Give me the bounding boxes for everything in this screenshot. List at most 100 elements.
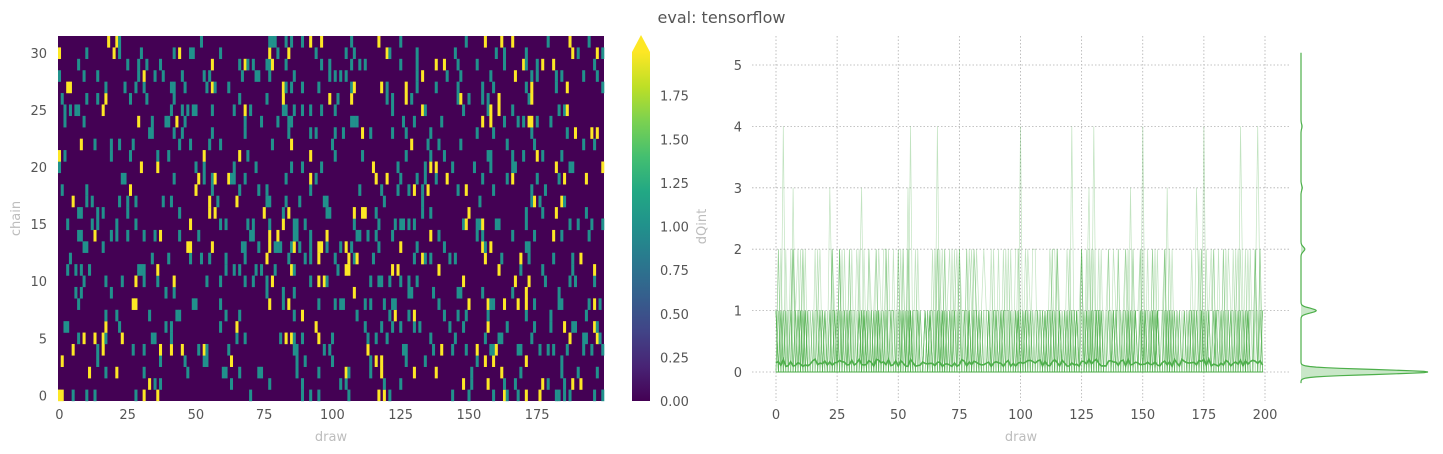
heatmap-cell: [505, 321, 509, 333]
heatmap-cell: [543, 275, 547, 288]
colorbar-tick-label: 0.25: [660, 351, 689, 366]
heatmap-cell: [421, 70, 425, 82]
heatmap-cell: [530, 332, 534, 345]
heatmap-cell: [120, 275, 124, 288]
heatmap-cell: [336, 93, 340, 105]
heatmap-cell: [167, 252, 171, 265]
heatmap-cell: [502, 378, 507, 390]
heatmap-cell: [442, 309, 446, 322]
heatmap-cell: [202, 172, 206, 185]
heatmap-cell: [388, 309, 392, 322]
heatmap-cell: [584, 207, 588, 219]
heatmap-cell: [172, 47, 176, 60]
heatmap-cell: [350, 58, 354, 71]
heatmap-cell: [320, 58, 324, 71]
heatmap-cell: [172, 127, 176, 139]
heatmap-cell: [524, 286, 528, 299]
heatmap-cell: [445, 172, 449, 185]
heatmap-cell: [344, 378, 348, 390]
heatmap-cell: [571, 161, 575, 174]
heatmap-cell: [219, 218, 223, 231]
heatmap-cell: [235, 195, 239, 208]
heatmap-cell: [516, 115, 520, 128]
heatmap-x-tick-label: 150: [456, 408, 481, 423]
heatmap-cell: [415, 241, 419, 253]
heatmap-cell: [123, 172, 127, 185]
heatmap-cell: [492, 127, 496, 139]
heatmap-cell: [260, 264, 264, 276]
heatmap-cell: [300, 309, 304, 322]
heatmap-cell: [109, 138, 113, 151]
heatmap-cell: [429, 229, 433, 242]
heatmap-cell: [385, 332, 389, 345]
heatmap-cell: [404, 93, 408, 105]
heatmap-cell: [295, 229, 299, 242]
heatmap-cell: [328, 93, 332, 105]
heatmap-cell: [63, 321, 67, 333]
heatmap-cell: [169, 81, 173, 94]
heatmap-cell: [180, 127, 184, 139]
heatmap-cell: [172, 286, 176, 299]
heatmap-cell: [593, 264, 597, 276]
heatmap-cell: [101, 332, 105, 345]
heatmap-cell: [505, 172, 509, 185]
heatmap-cell: [393, 298, 397, 310]
heatmap-cell: [410, 138, 414, 151]
heatmap-cell: [63, 150, 67, 162]
heatmap-cell: [238, 264, 242, 276]
heatmap-cell: [410, 93, 414, 105]
heatmap-cell: [246, 58, 250, 71]
heatmap-cell: [281, 207, 285, 219]
heatmap-cell: [524, 58, 528, 71]
heatmap-cell: [309, 36, 313, 48]
heatmap-cell: [538, 343, 542, 356]
heatmap-cell: [554, 81, 558, 94]
heatmap-cell: [429, 252, 433, 265]
heatmap-cell: [150, 127, 154, 139]
heatmap-cell: [317, 275, 321, 288]
heatmap-cell: [320, 36, 324, 48]
heatmap-cell: [486, 309, 490, 322]
heatmap-cell: [178, 138, 182, 151]
heatmap-cell: [159, 229, 163, 242]
heatmap-cell: [320, 161, 324, 174]
heatmap-cell: [361, 150, 365, 162]
heatmap-cell: [423, 104, 427, 117]
heatmap-cell: [434, 366, 438, 379]
heatmap-cell: [393, 218, 397, 231]
heatmap-cell: [475, 229, 479, 242]
heatmap-cell: [197, 172, 201, 185]
heatmap-cell: [399, 378, 403, 390]
heatmap-cell: [385, 172, 389, 185]
heatmap-cell: [429, 161, 433, 174]
heatmap-cell: [432, 286, 436, 299]
trace-grid: [752, 36, 1290, 401]
heatmap-cell: [243, 104, 247, 117]
heatmap-cell: [178, 47, 182, 60]
heatmap-cell: [126, 195, 130, 208]
heatmap-cell: [475, 58, 479, 71]
heatmap-cell: [224, 252, 228, 265]
heatmap-cell: [511, 172, 515, 185]
heatmap-cell: [77, 229, 81, 242]
heatmap-cell: [159, 378, 163, 390]
heatmap-cell: [511, 286, 515, 299]
heatmap-cell: [60, 93, 64, 105]
heatmap-cell: [150, 252, 154, 265]
heatmap-cell: [347, 389, 351, 402]
heatmap-cell: [191, 104, 195, 117]
heatmap-cell: [352, 286, 356, 299]
heatmap-cell: [331, 138, 335, 151]
heatmap-cell: [243, 127, 247, 139]
heatmap-cell: [232, 264, 236, 276]
heatmap-cell: [77, 207, 81, 219]
heatmap-cell: [60, 355, 64, 367]
heatmap-cell: [281, 104, 285, 117]
heatmap-cell: [527, 252, 531, 265]
heatmap-cell: [478, 195, 482, 208]
heatmap-cell: [421, 184, 425, 196]
heatmap-cell: [516, 298, 520, 310]
heatmap-cell: [227, 172, 231, 185]
heatmap-cell: [481, 115, 485, 128]
heatmap-cell: [601, 218, 605, 231]
